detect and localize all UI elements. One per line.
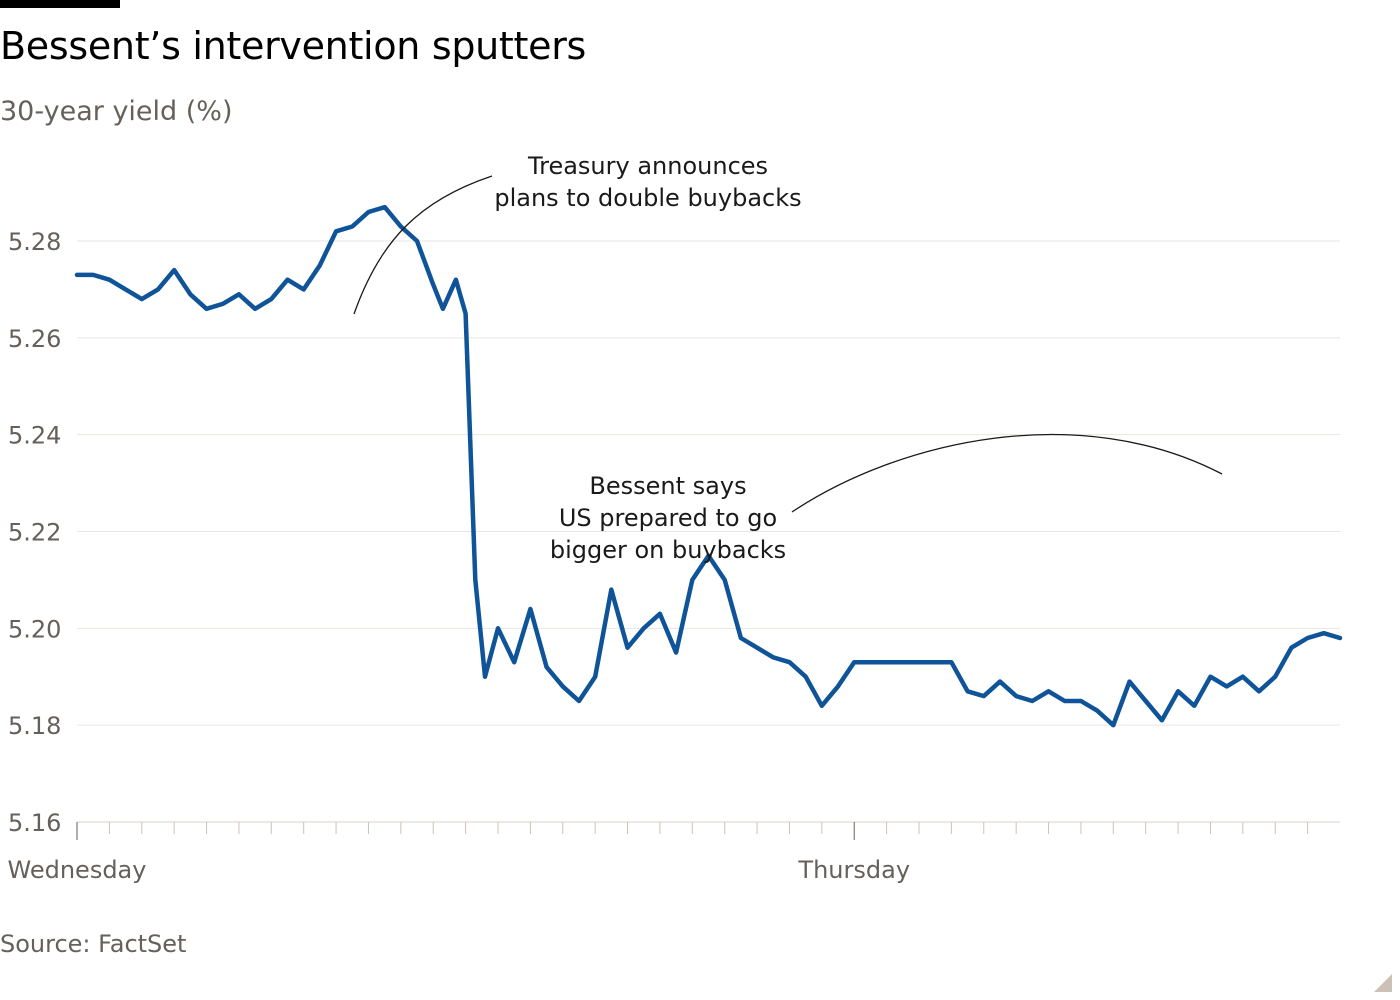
chart-subtitle: 30-year yield (%) [0, 96, 233, 127]
annotation-leader-line [353, 175, 493, 315]
resize-corner-icon [1374, 974, 1392, 992]
x-tick-label: Wednesday [8, 856, 147, 884]
x-tick-label: Thursday [797, 856, 910, 884]
annotation-text: plans to double buybacks [494, 184, 801, 212]
series-layer [74, 204, 1343, 728]
annotation-text: bigger on buybacks [550, 536, 786, 564]
annotation-text: US prepared to go [559, 504, 777, 532]
brand-top-rule [0, 0, 120, 8]
source-note: Source: FactSet [0, 930, 187, 958]
annotation-text: Treasury announces [527, 152, 768, 180]
y-tick-label: 5.18 [8, 712, 61, 740]
annotation-leader-line [791, 433, 1223, 513]
y-tick-label: 5.24 [8, 422, 61, 450]
y-tick-label: 5.26 [8, 325, 61, 353]
y-axis-tick-labels: 5.28 5.26 5.24 5.22 5.20 5.18 5.16 [8, 228, 61, 837]
y-tick-label: 5.22 [8, 519, 61, 547]
chart-title: Bessent’s intervention sputters [0, 24, 587, 68]
annotations: Treasury announces plans to double buybac… [353, 152, 1223, 564]
y-tick-label: 5.20 [8, 615, 61, 643]
y-tick-label: 5.16 [8, 809, 61, 837]
x-axis: Wednesday Thursday [8, 822, 1309, 884]
gridlines [77, 240, 1340, 823]
annotation-text: Bessent says [589, 472, 746, 500]
series-line-30-year-yield [74, 204, 1343, 728]
y-tick-label: 5.28 [8, 228, 61, 256]
